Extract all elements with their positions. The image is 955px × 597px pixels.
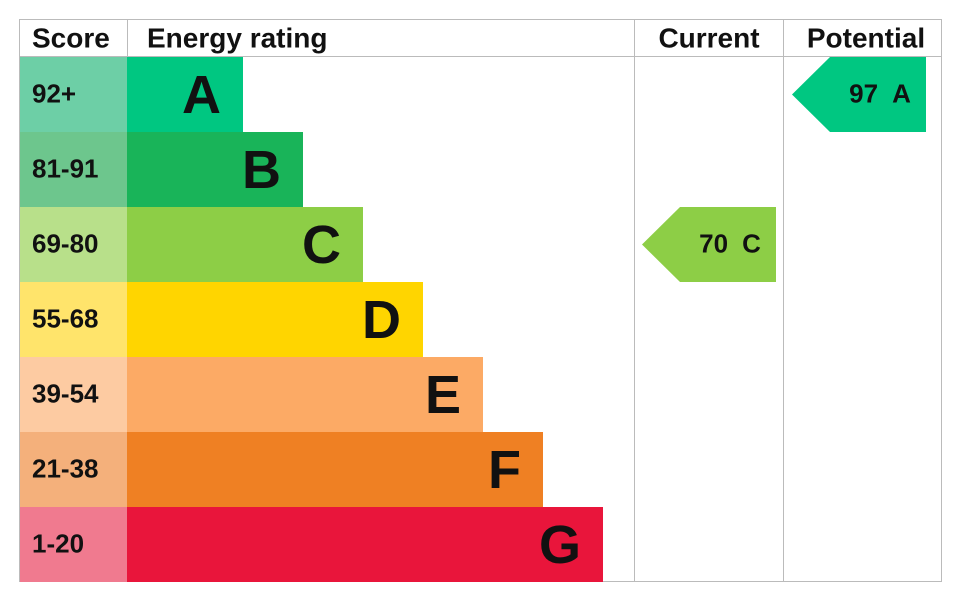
current-label: 70 C	[699, 228, 761, 258]
score-range: 21-38	[32, 453, 99, 483]
rating-bar	[127, 432, 543, 507]
score-range: 81-91	[32, 153, 99, 183]
score-cell	[20, 357, 127, 432]
score-cell	[20, 432, 127, 507]
header-current: Current	[658, 22, 759, 53]
band-letter: C	[302, 215, 341, 275]
score-cell	[20, 507, 127, 582]
rating-bar	[127, 207, 363, 282]
score-cell	[20, 57, 127, 132]
band-letter: G	[539, 515, 581, 575]
score-cell	[20, 282, 127, 357]
score-range: 69-80	[32, 228, 99, 258]
band-letter: E	[425, 365, 461, 425]
band-letter: F	[488, 440, 521, 500]
score-range: 39-54	[32, 378, 99, 408]
score-cell	[20, 132, 127, 207]
potential-arrow	[792, 57, 926, 132]
header-potential: Potential	[807, 22, 925, 53]
band-letter: D	[362, 290, 401, 350]
rating-bar	[127, 132, 303, 207]
band-letter: B	[242, 140, 281, 200]
rating-bar	[127, 57, 243, 132]
band-letter: A	[182, 65, 221, 125]
rating-bar	[127, 282, 423, 357]
score-range: 1-20	[32, 528, 84, 558]
header-score: Score	[32, 22, 110, 53]
potential-score: 97	[849, 78, 878, 108]
rating-bar	[127, 357, 483, 432]
score-range: 55-68	[32, 303, 99, 333]
current-arrow	[642, 207, 776, 282]
score-range: 92+	[32, 78, 76, 108]
current-score: 70	[699, 228, 728, 258]
current-letter: C	[742, 228, 761, 258]
potential-label: 97 A	[849, 78, 911, 108]
score-cell	[20, 207, 127, 282]
potential-letter: A	[892, 78, 911, 108]
rating-bar	[127, 507, 603, 582]
header-rating: Energy rating	[147, 22, 327, 53]
